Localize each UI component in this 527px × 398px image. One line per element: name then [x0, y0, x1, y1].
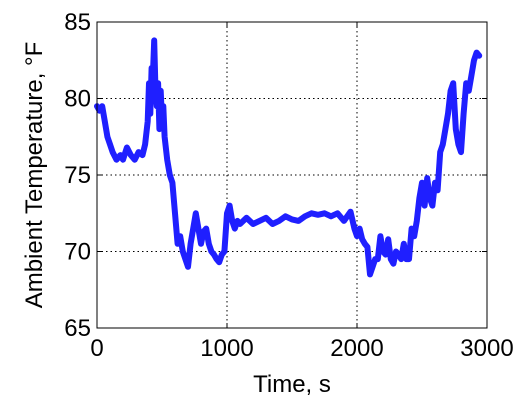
- axis-ticks: [96, 21, 488, 329]
- x-tick-label: 0: [90, 335, 103, 362]
- grid-lines: [97, 22, 487, 328]
- x-tick-label: 2000: [330, 335, 383, 362]
- x-tick-labels: 0 1000 2000 3000: [90, 335, 513, 362]
- x-tick-label: 1000: [200, 335, 253, 362]
- x-axis-label: Time, s: [253, 371, 331, 398]
- y-tick-label: 85: [64, 9, 91, 36]
- x-tick-label: 3000: [460, 335, 513, 362]
- y-axis-label: Ambient Temperature, °F: [21, 42, 48, 309]
- y-tick-label: 70: [64, 239, 91, 266]
- y-tick-labels: 65 70 75 80 85: [64, 9, 91, 342]
- y-tick-label: 80: [64, 86, 91, 113]
- series-line: [94, 37, 483, 278]
- y-tick-label: 75: [64, 162, 91, 189]
- y-tick-label: 65: [64, 315, 91, 342]
